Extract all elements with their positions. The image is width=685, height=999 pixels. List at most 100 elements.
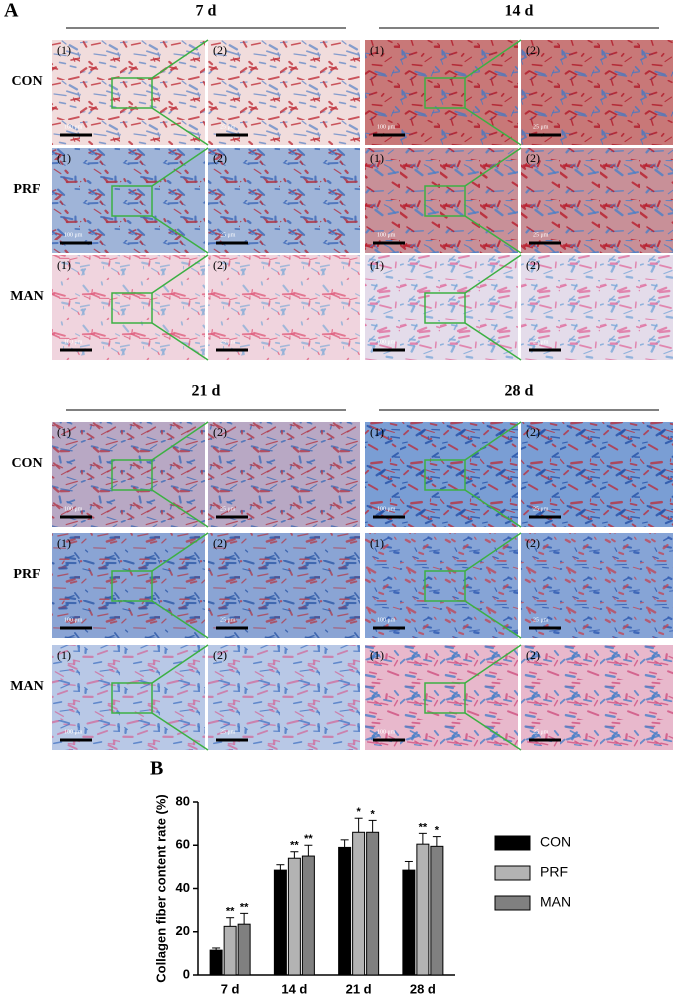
zoom-line bbox=[151, 39, 209, 79]
zoom-box bbox=[111, 459, 153, 491]
bar bbox=[416, 843, 430, 976]
bar bbox=[273, 869, 287, 976]
zoom-box bbox=[424, 77, 466, 109]
micrograph bbox=[521, 148, 673, 253]
y-axis-label: Collagen fiber content rate (%) bbox=[153, 794, 168, 983]
image-label: (1) bbox=[57, 648, 71, 662]
x-tick-label: 28 d bbox=[410, 981, 436, 996]
scale-bar-label: 100 μm bbox=[64, 729, 83, 735]
scale-bar-label: 25 μm bbox=[220, 339, 236, 345]
zoom-line bbox=[151, 147, 209, 187]
micrograph bbox=[208, 40, 360, 145]
micrograph bbox=[365, 148, 518, 253]
panel-label: B bbox=[150, 758, 163, 780]
micrograph bbox=[365, 422, 518, 527]
significance: * bbox=[435, 825, 440, 837]
group-label: PRF bbox=[13, 567, 40, 582]
zoom-box bbox=[424, 185, 466, 217]
image-label: (1) bbox=[57, 425, 71, 439]
timepoint-header: 14 d bbox=[505, 3, 534, 20]
scale-bar-label: 25 μm bbox=[533, 506, 549, 512]
legend-label: CON bbox=[540, 834, 571, 850]
bar bbox=[366, 831, 380, 976]
legend-swatch bbox=[494, 835, 531, 851]
legend-swatch bbox=[494, 865, 531, 881]
image-label: (1) bbox=[57, 151, 71, 165]
y-tick-label: 80 bbox=[176, 793, 190, 808]
scale-bar-label: 100 μm bbox=[377, 124, 396, 130]
zoom-line bbox=[151, 600, 209, 639]
zoom-line bbox=[151, 644, 209, 684]
zoom-line bbox=[151, 107, 209, 146]
scale-bar-label: 100 μm bbox=[64, 124, 83, 130]
y-tick-label: 0 bbox=[183, 966, 190, 981]
timepoint-header: 28 d bbox=[505, 383, 534, 400]
micrograph bbox=[208, 148, 360, 253]
image-label: (2) bbox=[213, 425, 227, 439]
zoom-line bbox=[464, 322, 522, 361]
timepoint-header: 7 d bbox=[196, 3, 217, 20]
x-tick-label: 7 d bbox=[221, 981, 240, 996]
significance: * bbox=[370, 808, 375, 820]
scale-bar-label: 25 μm bbox=[220, 232, 236, 238]
zoom-line bbox=[464, 600, 522, 639]
zoom-line bbox=[464, 254, 522, 294]
scale-bar-label: 100 μm bbox=[377, 506, 396, 512]
micrograph bbox=[208, 533, 360, 638]
x-tick-label: 14 d bbox=[281, 981, 307, 996]
image-label: (2) bbox=[526, 43, 540, 57]
zoom-box bbox=[424, 570, 466, 602]
x-tick-label: 21 d bbox=[346, 981, 372, 996]
group-label: CON bbox=[11, 456, 42, 471]
zoom-line bbox=[151, 215, 209, 254]
micrograph bbox=[365, 40, 518, 145]
zoom-line bbox=[151, 489, 209, 528]
legend-swatch bbox=[494, 895, 531, 911]
bar bbox=[223, 925, 237, 976]
micrograph bbox=[365, 533, 518, 638]
scale-bar-label: 25 μm bbox=[220, 617, 236, 623]
significance: ** bbox=[290, 840, 299, 852]
image-label: (1) bbox=[370, 151, 384, 165]
zoom-line bbox=[464, 644, 522, 684]
zoom-line bbox=[151, 322, 209, 361]
scale-bar-label: 25 μm bbox=[533, 339, 549, 345]
zoom-box bbox=[424, 459, 466, 491]
zoom-line bbox=[151, 712, 209, 751]
image-label: (1) bbox=[57, 258, 71, 272]
micrograph bbox=[52, 645, 205, 750]
image-label: (2) bbox=[526, 425, 540, 439]
significance: ** bbox=[419, 821, 428, 833]
scale-bar-label: 100 μm bbox=[64, 339, 83, 345]
scale-bar-label: 100 μm bbox=[64, 617, 83, 623]
micrograph bbox=[521, 40, 673, 145]
micrograph bbox=[521, 422, 673, 527]
micrograph bbox=[52, 148, 205, 253]
zoom-box bbox=[111, 292, 153, 324]
scale-bar-label: 25 μm bbox=[220, 124, 236, 130]
bar bbox=[402, 869, 416, 976]
scale-bar-label: 100 μm bbox=[377, 617, 396, 623]
zoom-line bbox=[151, 254, 209, 294]
scale-bar-label: 100 μm bbox=[377, 232, 396, 238]
group-label: MAN bbox=[10, 679, 43, 694]
zoom-box bbox=[111, 185, 153, 217]
image-label: (2) bbox=[526, 258, 540, 272]
micrograph bbox=[521, 645, 673, 750]
panel-label: A bbox=[4, 0, 19, 22]
zoom-line bbox=[464, 39, 522, 79]
scale-bar-label: 100 μm bbox=[377, 339, 396, 345]
scale-bar-label: 25 μm bbox=[533, 232, 549, 238]
bar bbox=[209, 949, 223, 976]
image-label: (1) bbox=[370, 425, 384, 439]
legend-label: PRF bbox=[540, 864, 568, 880]
scale-bar-label: 25 μm bbox=[533, 617, 549, 623]
image-label: (1) bbox=[57, 43, 71, 57]
zoom-line bbox=[464, 712, 522, 751]
micrograph bbox=[365, 255, 518, 360]
image-label: (2) bbox=[526, 151, 540, 165]
zoom-line bbox=[464, 107, 522, 146]
timepoint-header: 21 d bbox=[192, 383, 221, 400]
scale-bar-label: 100 μm bbox=[64, 506, 83, 512]
